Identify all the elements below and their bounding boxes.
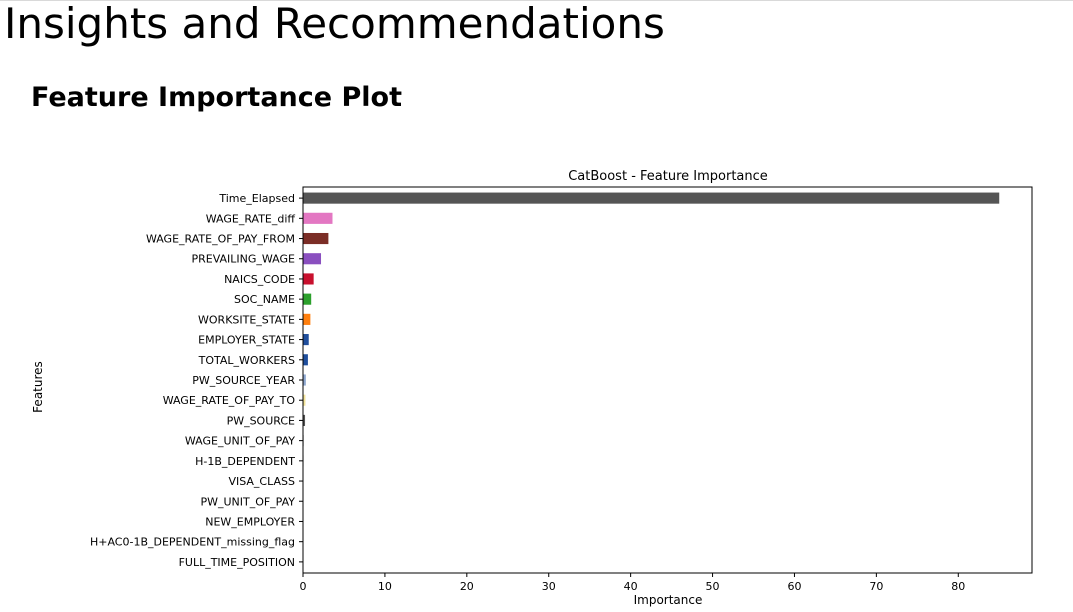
y-tick-label-wage-rate-of-pay-to: WAGE_RATE_OF_PAY_TO (163, 394, 296, 407)
x-ticks: 0 10 20 30 40 50 60 70 80 (300, 573, 966, 593)
y-tick-label-h-1b-dependent: H-1B_DEPENDENT (195, 455, 295, 468)
x-tick-label: 10 (378, 580, 392, 593)
bar-wage-rate-of-pay-from (303, 233, 328, 244)
y-tick-label-time-elapsed: Time_Elapsed (218, 192, 295, 205)
bar-employer-state (303, 334, 309, 345)
x-tick-label: 0 (300, 580, 307, 593)
x-tick-label: 70 (869, 580, 883, 593)
bar-total-workers (303, 354, 308, 365)
chart-svg: CatBoost - Feature Importance Time_Elaps… (0, 150, 1073, 607)
y-tick-label-worksite-state: WORKSITE_STATE (198, 313, 295, 326)
x-tick-label: 80 (951, 580, 965, 593)
y-tick-label-naics-code: NAICS_CODE (224, 273, 295, 286)
y-tick-label-prevailing-wage: PREVAILING_WAGE (191, 253, 295, 266)
bar-wage-rate-diff (303, 213, 332, 224)
y-tick-label-total-workers: TOTAL_WORKERS (198, 354, 295, 367)
y-tick-label-employer-state: EMPLOYER_STATE (198, 334, 295, 347)
y-tick-label-h-ac0-1b-dependent-missing-flag: H+AC0-1B_DEPENDENT_missing_flag (90, 536, 295, 549)
y-tick-label-pw-unit-of-pay: PW_UNIT_OF_PAY (200, 495, 295, 508)
bar-soc-name (303, 294, 311, 305)
y-tick-label-wage-rate-of-pay-from: WAGE_RATE_OF_PAY_FROM (146, 233, 295, 246)
x-axis-label: Importance (634, 593, 703, 607)
x-tick-label: 20 (460, 580, 474, 593)
y-tick-label-pw-source: PW_SOURCE (227, 414, 295, 427)
plot-frame (303, 187, 1032, 573)
y-tick-label-wage-unit-of-pay: WAGE_UNIT_OF_PAY (185, 435, 295, 448)
bar-worksite-state (303, 314, 310, 325)
y-tick-labels: Time_Elapsed WAGE_RATE_diff WAGE_RATE_OF_P… (90, 192, 303, 569)
feature-importance-chart: CatBoost - Feature Importance Time_Elaps… (0, 150, 1073, 607)
slide-subtitle: Feature Importance Plot (31, 80, 402, 116)
y-tick-label-new-employer: NEW_EMPLOYER (205, 515, 295, 528)
x-tick-label: 40 (624, 580, 638, 593)
x-tick-label: 60 (787, 580, 801, 593)
chart-title: CatBoost - Feature Importance (568, 169, 768, 184)
y-tick-label-visa-class: VISA_CLASS (228, 475, 295, 488)
y-tick-label-pw-source-year: PW_SOURCE_YEAR (192, 374, 295, 387)
x-tick-label: 30 (542, 580, 556, 593)
y-tick-label-full-time-position: FULL_TIME_POSITION (179, 556, 295, 569)
slide-title: Insights and Recommendations (4, 0, 665, 50)
bar-prevailing-wage (303, 253, 321, 264)
x-tick-label: 50 (706, 580, 720, 593)
y-tick-label-soc-name: SOC_NAME (234, 293, 295, 306)
bar-time-elapsed (303, 193, 999, 204)
bars-group (303, 193, 999, 568)
bar-naics-code (303, 273, 314, 284)
y-tick-label-wage-rate-diff: WAGE_RATE_diff (206, 212, 296, 225)
y-axis-label: Features (31, 361, 45, 413)
